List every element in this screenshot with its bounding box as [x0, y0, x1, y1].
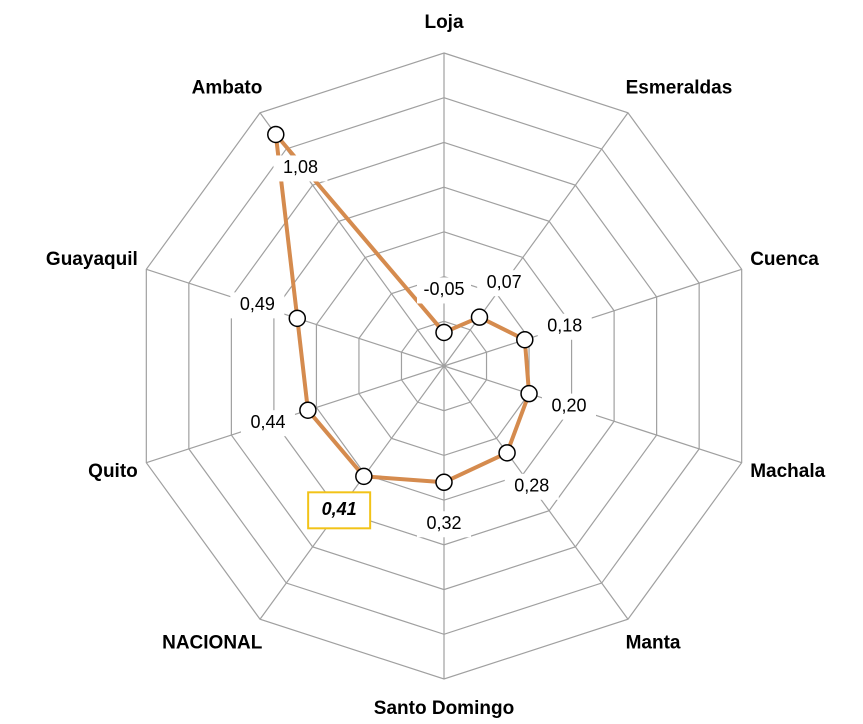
value-label: 0,44	[250, 412, 285, 432]
point-marker	[498, 444, 516, 462]
category-label: Loja	[424, 12, 463, 33]
point-marker	[288, 309, 307, 328]
value-label: 1,08	[283, 157, 318, 177]
category-label: Cuenca	[750, 249, 819, 270]
axis-spoke	[443, 112, 629, 367]
value-label: 0,18	[547, 316, 582, 336]
point-marker	[516, 330, 534, 349]
label-bg	[230, 292, 285, 319]
point-marker	[435, 323, 453, 342]
category-label: Ambato	[192, 78, 263, 99]
category-label: Santo Domingo	[374, 698, 514, 719]
value-label: 0,32	[426, 513, 461, 533]
label-bg	[541, 393, 596, 420]
category-label: NACIONAL	[162, 633, 263, 654]
value-label: 0,20	[551, 395, 586, 415]
category-label: Guayaquil	[46, 249, 138, 270]
axis-spoke	[443, 268, 742, 367]
category-label: Quito	[88, 461, 138, 482]
point-marker	[470, 308, 489, 326]
point-marker	[520, 384, 538, 403]
value-label: 0,41	[322, 499, 357, 519]
label-bg	[477, 270, 532, 297]
point-marker	[267, 125, 285, 144]
point-marker	[435, 473, 453, 492]
label-bg	[537, 313, 592, 340]
value-label: 0,07	[487, 272, 522, 292]
point-marker	[355, 467, 373, 486]
label-bg	[504, 473, 559, 500]
value-label: 0,28	[514, 476, 549, 496]
category-label: Manta	[626, 633, 681, 654]
axis-spoke	[146, 365, 445, 464]
label-bg	[417, 277, 471, 304]
highlight-box	[307, 491, 372, 530]
label-bg	[273, 155, 328, 182]
label-bg	[240, 410, 295, 437]
category-label: Machala	[750, 461, 825, 482]
category-label: Esmeraldas	[626, 78, 733, 99]
value-label: 0,49	[240, 294, 275, 314]
value-label: -0,05	[423, 279, 464, 299]
point-marker	[299, 401, 317, 419]
label-bg	[417, 511, 471, 538]
